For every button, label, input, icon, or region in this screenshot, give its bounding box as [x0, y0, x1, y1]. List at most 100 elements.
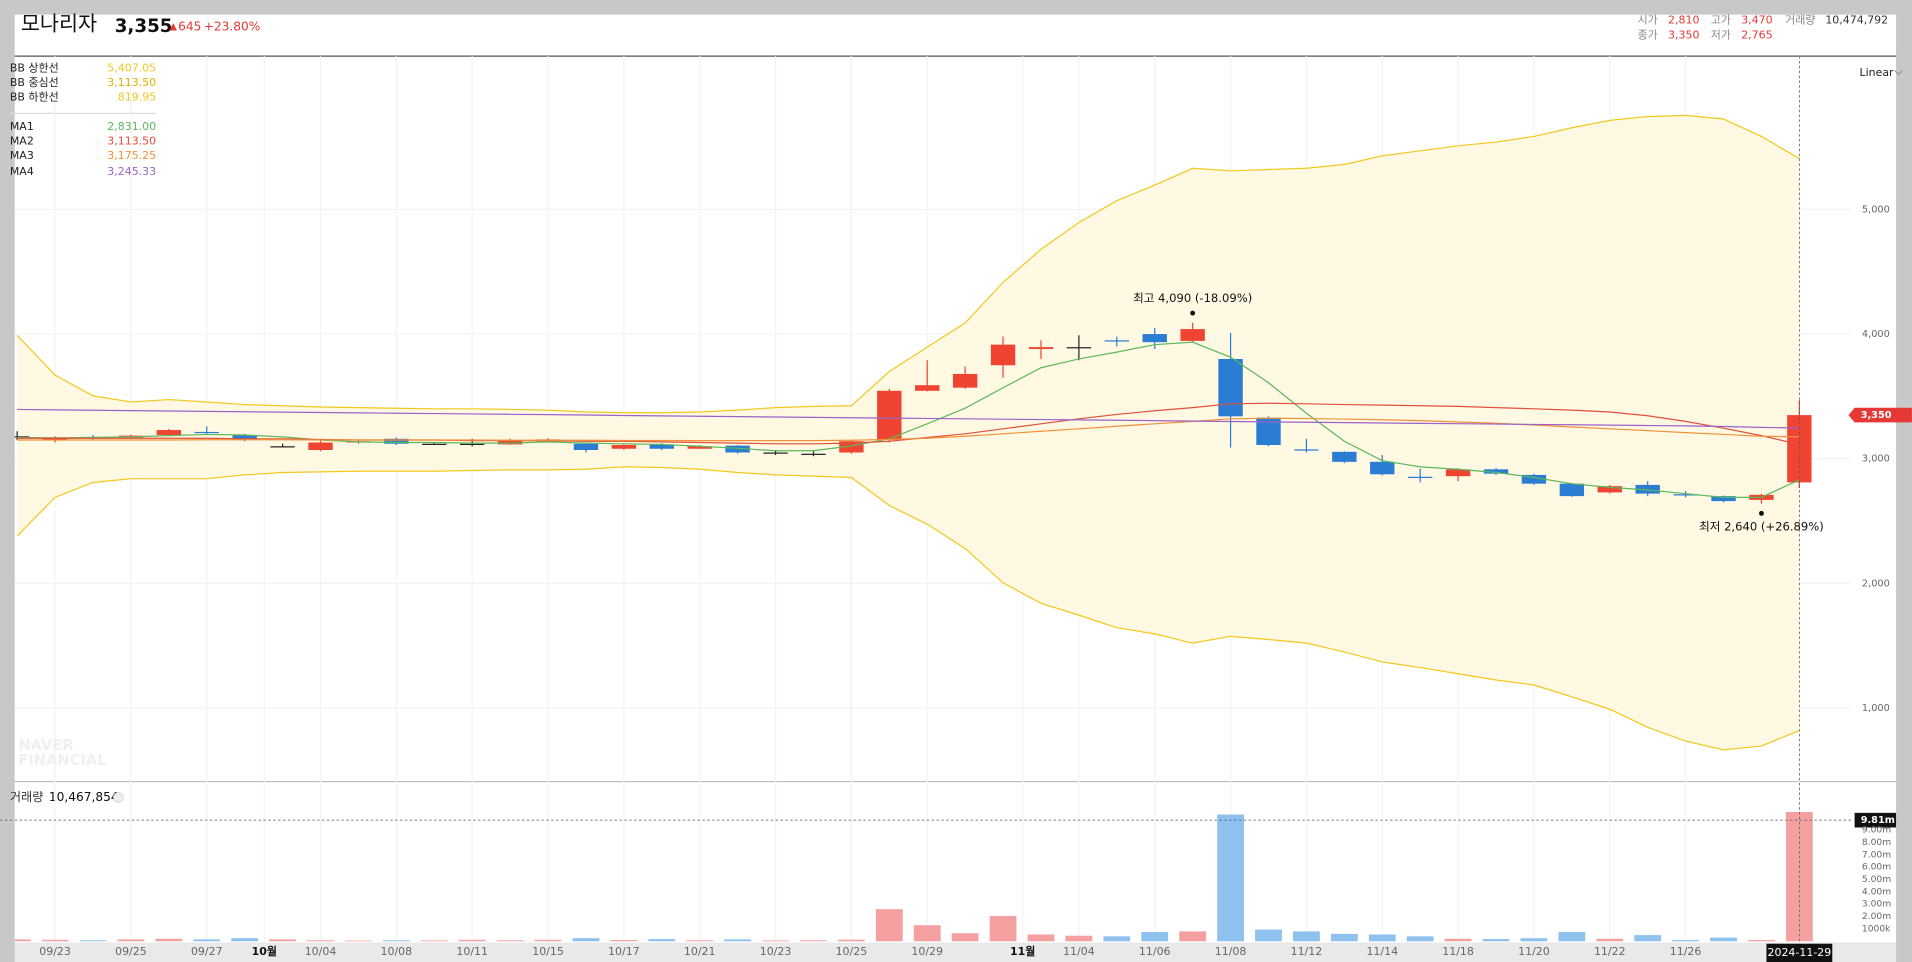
quote-label: 시가	[1638, 14, 1658, 27]
candle-body	[1711, 496, 1736, 502]
y-tick-label: 2,000	[1862, 578, 1890, 589]
ma-line	[17, 408, 1800, 429]
volume-bar	[1558, 932, 1586, 942]
x-tick-label: 10/11	[456, 945, 488, 958]
volume-bar	[155, 938, 183, 942]
volume-bar	[1406, 936, 1434, 942]
volume-bar	[989, 915, 1017, 942]
volume-tick-label: 6.00m	[1862, 863, 1891, 873]
crosshair-value-box	[1854, 812, 1897, 828]
last-price-label: 3,350	[1861, 410, 1892, 421]
volume-tick-label: 7.00m	[1862, 850, 1891, 860]
quote-label: 저가	[1711, 28, 1731, 41]
volume-bar	[41, 939, 69, 942]
legend-value: 2,831.00	[107, 120, 156, 133]
volume-plot	[14, 811, 1813, 942]
x-tick-label: 11/14	[1366, 945, 1398, 958]
volume-bar	[345, 940, 372, 942]
candle-body	[839, 441, 864, 453]
high-marker	[1190, 310, 1196, 316]
volume-bar	[420, 940, 448, 942]
candle-body	[1294, 449, 1319, 451]
x-tick-label: 10/04	[305, 945, 337, 958]
y-tick-label: 1,000	[1862, 703, 1890, 714]
quote-label: 고가	[1711, 14, 1731, 27]
low-marker	[1759, 510, 1764, 516]
candle-body	[1559, 483, 1585, 497]
volume-bar	[231, 938, 259, 942]
y-tick-label: 4,000	[1862, 329, 1890, 340]
candle-body	[1483, 469, 1509, 474]
volume-tick-label: 4.00m	[1862, 887, 1891, 897]
volume-bar	[193, 939, 221, 942]
legend-value: 3,113.50	[107, 134, 156, 147]
legend-name: MA2	[10, 134, 34, 147]
volume-bar	[762, 940, 789, 942]
volume-bar	[1596, 938, 1624, 942]
volume-tick-label: 3.00m	[1862, 900, 1891, 910]
candle-body	[649, 444, 674, 449]
candle-body	[1218, 358, 1243, 417]
volume-bar	[1217, 814, 1244, 942]
quote-label: 거래량	[1785, 14, 1815, 27]
legend-value: 3,175.25	[107, 149, 156, 162]
volume-tick-label: 5.00m	[1862, 875, 1891, 885]
y-tick-label: 5,000	[1862, 204, 1890, 215]
low-label: 최저 2,640 (+26.89%)	[1699, 519, 1824, 533]
candle-body	[1180, 329, 1205, 341]
volume-bar	[496, 940, 524, 942]
candle-body	[1521, 474, 1547, 484]
volume-bar	[79, 940, 107, 942]
band-line	[16, 114, 1800, 414]
x-tick-label: 11/12	[1291, 945, 1323, 958]
volume-bar	[458, 939, 486, 942]
volume-title: 거래량	[10, 790, 44, 804]
volume-bar	[724, 939, 752, 942]
volume-tick-label: 8.00m	[1862, 838, 1891, 848]
candle-body	[308, 442, 333, 450]
volume-bar	[14, 939, 31, 942]
x-tick-label: 09/27	[191, 945, 223, 958]
volume-bar	[1482, 939, 1510, 942]
change: 645	[178, 19, 201, 33]
scale-toggle[interactable]: Linear	[1859, 66, 1894, 79]
x-tick-label: 11/18	[1442, 945, 1474, 958]
x-tick-label: 11/08	[1215, 945, 1247, 958]
volume-bar	[648, 939, 676, 942]
quote-label: 종가	[1638, 28, 1658, 41]
scale-chevron[interactable]	[1894, 70, 1903, 76]
x-tick-label: 09/25	[115, 945, 147, 958]
volume-tick-label: 9.00m	[1862, 826, 1891, 836]
candle-body	[156, 430, 182, 436]
candle-body	[573, 443, 599, 450]
legend-name: BB 중심선	[10, 76, 59, 89]
volume-bar	[1368, 934, 1396, 942]
candle-body	[1028, 347, 1054, 350]
candle-body	[497, 440, 523, 445]
watermark: NAVER	[18, 737, 73, 754]
candle-body	[763, 452, 788, 454]
volume-bar	[269, 939, 297, 942]
x-tick-label: 10/21	[684, 945, 716, 958]
candle-body	[460, 443, 485, 445]
candle-body	[611, 445, 637, 449]
last-price-box	[1848, 407, 1912, 423]
x-tick-label: 11/26	[1670, 945, 1702, 958]
legend-value: 819.95	[118, 91, 156, 104]
high-label: 최고 4,090 (-18.09%)	[1133, 291, 1252, 305]
candle-body	[1635, 484, 1660, 494]
band-fill	[17, 115, 1800, 750]
volume-bar	[1065, 935, 1093, 942]
volume-bar	[1293, 931, 1320, 942]
candle-body	[1445, 469, 1471, 477]
legend-value: 3,113.50	[107, 76, 156, 89]
x-tick-label: 09/23	[39, 945, 71, 958]
candle-body	[194, 431, 219, 434]
candle-body	[384, 438, 409, 444]
legend-name: MA1	[10, 120, 34, 133]
quote-value: 3,350	[1668, 28, 1699, 41]
candle-body	[915, 385, 940, 391]
candle-body	[270, 446, 295, 448]
volume-close-icon[interactable]	[113, 792, 124, 803]
